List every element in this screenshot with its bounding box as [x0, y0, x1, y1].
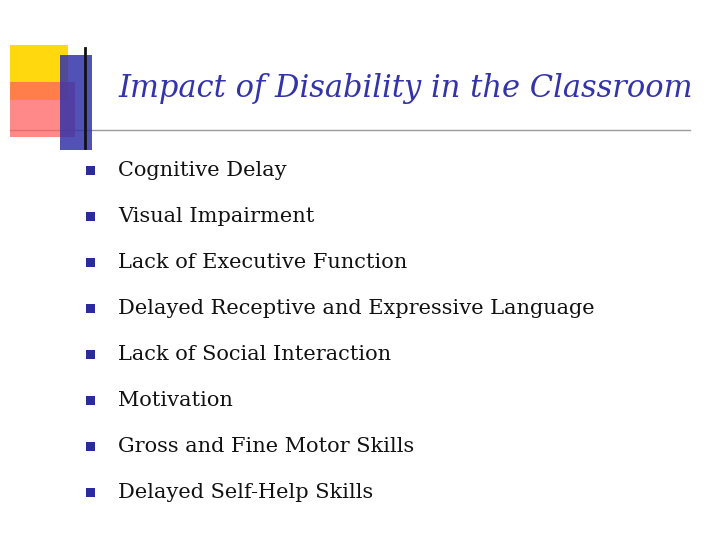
FancyBboxPatch shape	[86, 212, 95, 220]
FancyBboxPatch shape	[86, 349, 95, 359]
Text: Delayed Self-Help Skills: Delayed Self-Help Skills	[118, 483, 373, 502]
FancyBboxPatch shape	[86, 395, 95, 404]
FancyBboxPatch shape	[86, 303, 95, 313]
FancyBboxPatch shape	[86, 258, 95, 267]
Text: Delayed Receptive and Expressive Language: Delayed Receptive and Expressive Languag…	[118, 299, 595, 318]
Text: Visual Impairment: Visual Impairment	[118, 206, 315, 226]
FancyBboxPatch shape	[10, 45, 68, 100]
FancyBboxPatch shape	[86, 488, 95, 496]
Text: Motivation: Motivation	[118, 390, 233, 409]
Text: Gross and Fine Motor Skills: Gross and Fine Motor Skills	[118, 436, 414, 456]
FancyBboxPatch shape	[86, 165, 95, 174]
Text: Lack of Executive Function: Lack of Executive Function	[118, 253, 408, 272]
FancyBboxPatch shape	[60, 55, 92, 150]
Text: Impact of Disability in the Classroom: Impact of Disability in the Classroom	[118, 72, 693, 104]
Text: Cognitive Delay: Cognitive Delay	[118, 160, 287, 179]
FancyBboxPatch shape	[10, 82, 75, 137]
Text: Lack of Social Interaction: Lack of Social Interaction	[118, 345, 391, 363]
FancyBboxPatch shape	[86, 442, 95, 450]
